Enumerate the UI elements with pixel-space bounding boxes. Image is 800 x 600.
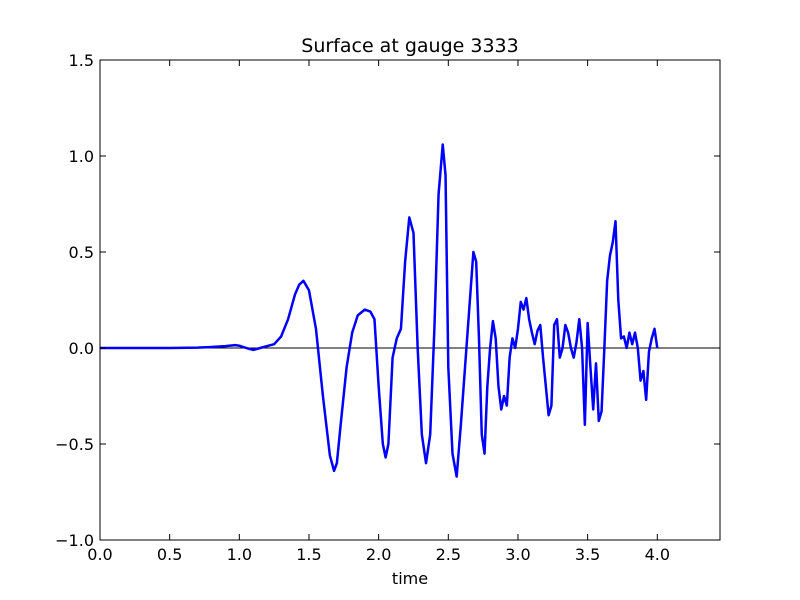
y-tick-label: 1.5 [69, 51, 94, 70]
y-tick-label: −1.0 [55, 531, 94, 550]
x-tick-label: 1.5 [296, 545, 321, 564]
y-tick-label: 1.0 [69, 147, 94, 166]
x-tick-label: 3.5 [575, 545, 600, 564]
y-tick-label: −0.5 [55, 435, 94, 454]
x-tick-label: 4.0 [645, 545, 670, 564]
chart-title: Surface at gauge 3333 [301, 35, 518, 57]
plot-area: 0.0 0.5 1.0 1.5 2.0 2.5 3.0 3.5 4.0 −1.0 −0.5 0.0 0.… [55, 51, 721, 564]
x-tick-label: 3.0 [505, 545, 530, 564]
y-tick-label: 0.0 [69, 339, 94, 358]
surface-elevation-line [100, 143, 659, 478]
x-tick-label: 0.0 [87, 545, 112, 564]
plot-frame [99, 59, 721, 541]
x-tick-label: 2.0 [366, 545, 391, 564]
y-tick-label: 0.5 [69, 243, 94, 262]
x-tick-label: 2.5 [436, 545, 461, 564]
x-tick-label: 1.0 [227, 545, 252, 564]
x-axis-label: time [392, 569, 428, 588]
x-tick-label: 0.5 [157, 545, 182, 564]
